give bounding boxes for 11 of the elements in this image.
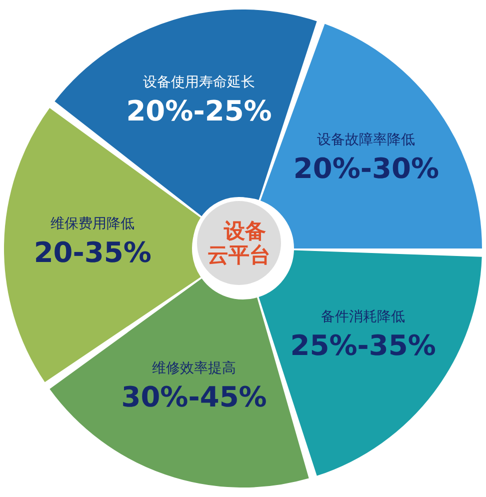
slice-label: 维保费用降低 <box>50 216 135 232</box>
slice-label: 设备故障率降低 <box>317 132 416 148</box>
text: 25%-35% <box>290 329 436 362</box>
slice-label: 备件消耗降低 <box>321 309 406 326</box>
text: 20-35% <box>34 236 152 269</box>
text: 20%-30% <box>293 152 440 186</box>
text: 设备云平台 <box>207 219 271 267</box>
slice-label: 设备使用寿命延长 <box>143 74 256 91</box>
slice-label: 维修效率提高 <box>152 360 236 377</box>
text: 20%-25% <box>126 94 272 128</box>
text: 30%-45% <box>121 380 267 414</box>
